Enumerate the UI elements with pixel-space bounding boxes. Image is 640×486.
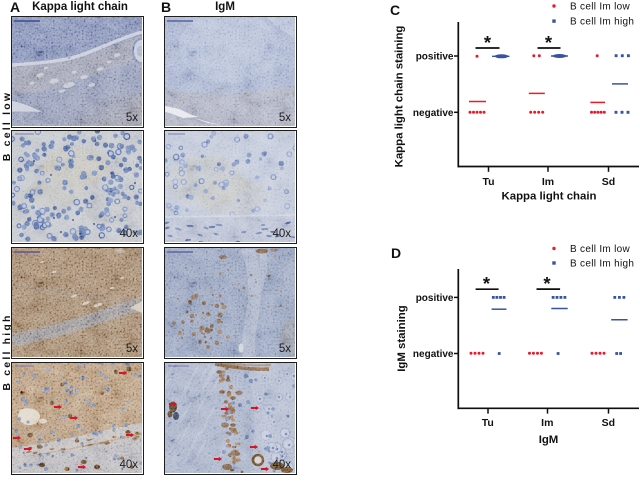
svg-text:B cell Im high: B cell Im high bbox=[570, 259, 634, 270]
svg-text:Im: Im bbox=[541, 417, 553, 429]
svg-text:*: * bbox=[484, 32, 492, 53]
svg-text:positive: positive bbox=[416, 293, 454, 304]
svg-text:C: C bbox=[390, 2, 400, 18]
svg-text:Kappa light chain staining: Kappa light chain staining bbox=[394, 26, 406, 168]
svg-text:*: * bbox=[483, 273, 491, 294]
svg-text:B cell Im high: B cell Im high bbox=[570, 17, 634, 28]
svg-text:*: * bbox=[545, 32, 553, 53]
svg-text:B cell Im low: B cell Im low bbox=[570, 2, 631, 13]
svg-text:positive: positive bbox=[416, 52, 454, 63]
svg-text:IgM: IgM bbox=[539, 434, 559, 446]
svg-text:negative: negative bbox=[413, 349, 454, 360]
svg-text:Tu: Tu bbox=[482, 417, 494, 429]
svg-text:B cell Im low: B cell Im low bbox=[570, 244, 631, 255]
svg-text:IgM staining: IgM staining bbox=[396, 305, 408, 371]
svg-text:Kappa light chain: Kappa light chain bbox=[502, 191, 597, 203]
svg-text:Sd: Sd bbox=[602, 176, 615, 188]
svg-text:D: D bbox=[391, 245, 401, 261]
svg-text:Sd: Sd bbox=[602, 417, 615, 429]
svg-text:Tu: Tu bbox=[482, 176, 494, 188]
svg-text:*: * bbox=[543, 273, 551, 294]
svg-text:negative: negative bbox=[413, 108, 454, 119]
svg-text:Im: Im bbox=[542, 176, 554, 188]
